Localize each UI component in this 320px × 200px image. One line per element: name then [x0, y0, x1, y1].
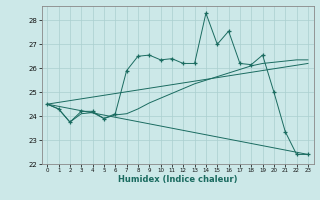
X-axis label: Humidex (Indice chaleur): Humidex (Indice chaleur) — [118, 175, 237, 184]
